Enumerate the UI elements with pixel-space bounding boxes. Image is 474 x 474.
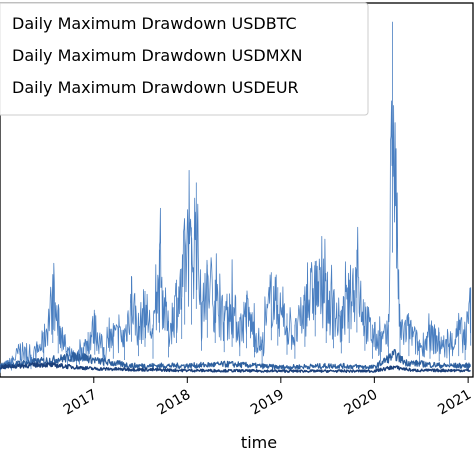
legend-entry-usdeur: Daily Maximum Drawdown USDEUR bbox=[12, 78, 299, 97]
legend-entry-usdmxn: Daily Maximum Drawdown USDMXN bbox=[12, 46, 302, 65]
legend-box bbox=[0, 2, 369, 116]
x-axis: 2017 2018 2019 2020 2021 bbox=[61, 377, 474, 418]
x-tick-label: 2019 bbox=[248, 387, 287, 419]
series-line-3 bbox=[0, 361, 471, 373]
x-tick-label: 2021 bbox=[435, 387, 474, 419]
series-line-2 bbox=[0, 348, 471, 371]
series-layer bbox=[0, 21, 472, 374]
x-axis-label: time bbox=[241, 433, 277, 452]
x-tick-label: 2017 bbox=[61, 387, 100, 419]
legend: Daily Maximum Drawdown USDBTC Daily Maxi… bbox=[0, 2, 369, 116]
x-tick-label: 2018 bbox=[154, 387, 193, 419]
series-line-1 bbox=[0, 21, 472, 374]
legend-entry-usdbtc: Daily Maximum Drawdown USDBTC bbox=[12, 14, 297, 33]
x-tick-label: 2020 bbox=[341, 387, 380, 419]
